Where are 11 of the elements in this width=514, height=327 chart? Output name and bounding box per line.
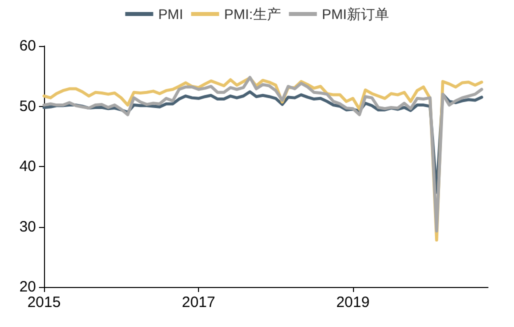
x-tick-label: 2019	[336, 294, 370, 311]
legend-label: PMI新订单	[322, 6, 389, 22]
y-tick-label: 50	[19, 98, 36, 115]
x-tick-label: 2015	[27, 294, 61, 311]
x-tick-label: 2017	[182, 294, 216, 311]
y-tick-label: 60	[19, 38, 36, 54]
legend-label: PMI	[158, 6, 184, 22]
y-tick-label: 20	[19, 278, 36, 296]
y-tick-label: 30	[19, 218, 36, 236]
y-tick-label: 40	[19, 158, 36, 175]
legend-label: PMI:生产	[224, 6, 281, 22]
